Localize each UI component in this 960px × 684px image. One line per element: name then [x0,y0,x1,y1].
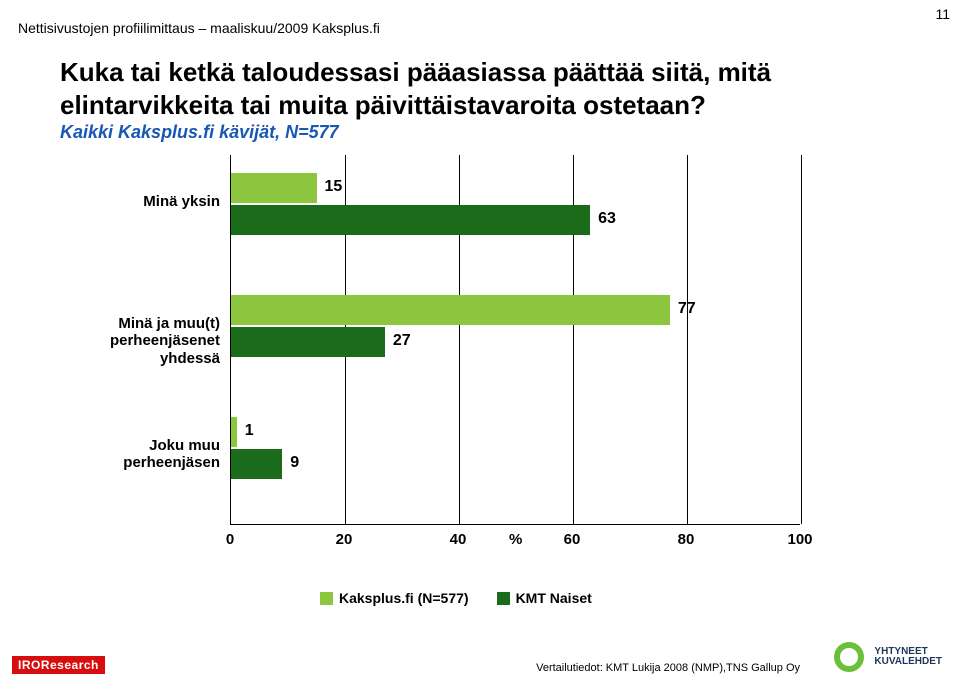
bar-value-label: 27 [393,332,411,350]
legend-item: KMT Naiset [497,590,592,606]
legend-swatch [497,592,510,605]
header-line: Nettisivustojen profiilimittaus – maalis… [18,20,380,36]
bar [231,173,317,203]
logo-ring-icon [834,642,864,672]
legend-swatch [320,592,333,605]
legend-item: Kaksplus.fi (N=577) [320,590,469,606]
plot-area-container: 1563772719 020406080100% [230,155,800,525]
x-tick-label: 100 [787,531,812,548]
bar [231,417,237,447]
page-number: 11 [935,6,950,22]
legend-label: KMT Naiset [516,590,592,606]
bar [231,295,670,325]
footer-note: Vertailutiedot: KMT Lukija 2008 (NMP),TN… [536,662,800,674]
bar [231,449,282,479]
x-axis-unit-label: % [509,531,522,548]
slide-title: Kuka tai ketkä taloudessasi pääasiassa p… [60,56,900,121]
legend: Kaksplus.fi (N=577) KMT Naiset [320,590,592,606]
plot-area: 15 63 77 27 1 9 [230,155,800,525]
slide: { "page_number": "11", "header": "Nettis… [0,0,960,684]
bar-value-label: 77 [678,300,696,318]
bar-value-label: 9 [290,454,299,472]
category-label: Minä yksin [60,193,220,210]
x-tick-label: 40 [450,531,467,548]
grid-line [687,155,688,524]
x-tick-label: 0 [226,531,234,548]
bar-value-label: 1 [245,422,254,440]
category-label: Joku muu perheenjäsen [60,437,220,472]
grid-line [801,155,802,524]
bar [231,327,385,357]
iroresearch-badge: IROResearch [12,656,105,674]
bar-chart: Minä yksin Minä ja muu(t) perheenjäsenet … [60,155,800,555]
y-axis-labels: Minä yksin Minä ja muu(t) perheenjäsenet … [60,155,230,555]
bar-value-label: 15 [325,178,343,196]
x-tick-label: 20 [336,531,353,548]
category-label: Minä ja muu(t) perheenjäsenet yhdessä [60,315,220,367]
legend-label: Kaksplus.fi (N=577) [339,590,469,606]
footer-left: IROResearch [12,656,105,674]
x-tick-label: 80 [678,531,695,548]
footer-logo: YHTYNEET KUVALEHDET [834,642,942,672]
bar-value-label: 63 [598,210,616,228]
logo-text: YHTYNEET KUVALEHDET [874,647,942,668]
bar [231,205,590,235]
x-tick-label: 60 [564,531,581,548]
slide-subtitle: Kaikki Kaksplus.fi kävijät, N=577 [60,122,339,143]
